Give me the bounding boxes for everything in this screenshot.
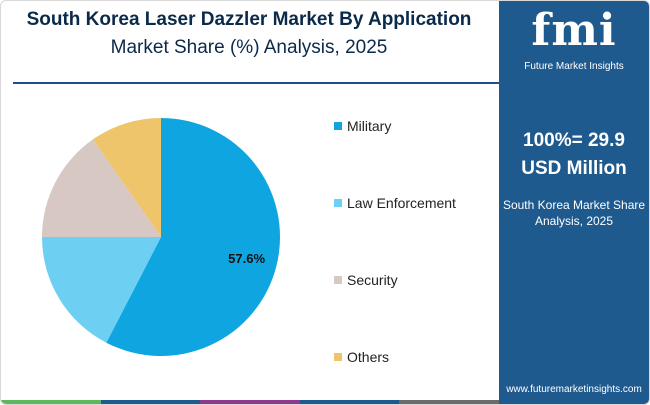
title-divider xyxy=(13,82,499,84)
pie-slice-others xyxy=(92,118,161,237)
bottom-bar-segment xyxy=(200,400,300,404)
pie-slice-military xyxy=(106,118,280,356)
legend-label: Military xyxy=(347,118,392,134)
legend-item-security: Security xyxy=(334,272,398,288)
legend-item-others: Others xyxy=(334,349,389,365)
legend-label: Law Enforcement xyxy=(347,195,456,211)
bottom-bar-segment xyxy=(299,400,400,404)
panel-description-line1: South Korea Market Share xyxy=(502,198,646,212)
bottom-color-bar xyxy=(1,400,499,404)
market-total: 100%= 29.9 USD Million xyxy=(499,127,649,183)
legend-item-law-enforcement: Law Enforcement xyxy=(334,195,456,211)
chart-subtitle: Market Share (%) Analysis, 2025 xyxy=(110,37,388,58)
legend-label: Security xyxy=(347,272,398,288)
summary-panel: fmi Future Market Insights 100%= 29.9 US… xyxy=(499,1,649,404)
bottom-bar-segment xyxy=(399,400,499,404)
legend-swatch xyxy=(334,122,342,130)
fmi-logo: fmi Future Market Insights xyxy=(499,9,649,79)
legend-item-military: Military xyxy=(334,118,391,134)
pie-slice-security xyxy=(42,139,161,237)
chart-title: South Korea Laser Dazzler Market By Appl… xyxy=(26,9,472,30)
panel-description: South Korea Market Share Analysis, 2025 xyxy=(499,197,649,229)
legend-swatch xyxy=(334,353,342,361)
bottom-bar-segment xyxy=(1,400,101,404)
legend-swatch xyxy=(334,199,342,207)
logo-tagline: Future Market Insights xyxy=(524,61,624,72)
logo-wordmark: fmi xyxy=(531,5,617,56)
market-total-value: 100%= 29.9 xyxy=(523,130,625,151)
legend-label: Others xyxy=(347,349,390,365)
pie-slice-law-enforcement xyxy=(42,237,161,343)
market-total-unit: USD Million xyxy=(521,158,627,179)
bottom-bar-segment xyxy=(100,400,201,404)
panel-description-line2: Analysis, 2025 xyxy=(534,214,614,228)
legend-swatch xyxy=(334,276,342,284)
data-label-military: 57.6% xyxy=(228,251,265,266)
website-url[interactable]: www.futuremarketinsights.com xyxy=(506,384,642,395)
pie-chart: 57.6% xyxy=(42,118,280,356)
